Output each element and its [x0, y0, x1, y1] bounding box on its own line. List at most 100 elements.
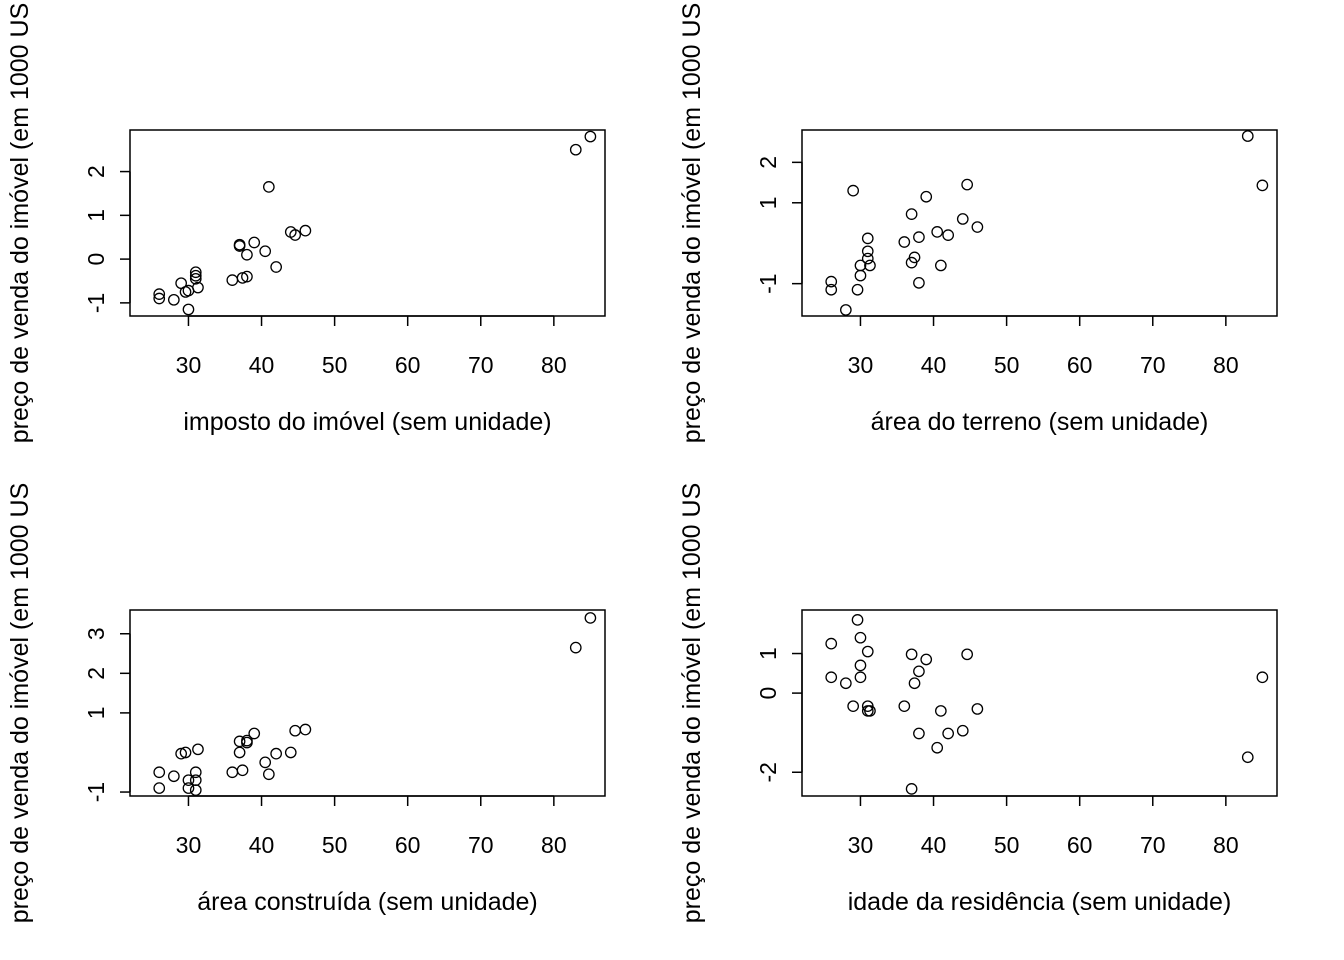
x-tick-label: 80: [541, 832, 567, 858]
data-point: [262, 181, 275, 193]
data-point: [854, 659, 867, 672]
data-point: [584, 130, 597, 143]
data-point: [851, 283, 864, 296]
data-point: [233, 735, 246, 748]
data-point: [839, 677, 852, 690]
scatter-panel-idade: 30 40 50 60 70 80 -2 0 1 idade da residência (sem…: [678, 483, 1278, 923]
data-point: [153, 288, 166, 300]
data-point: [289, 724, 302, 737]
data-point: [248, 236, 261, 249]
data-point: [961, 178, 974, 191]
data-point: [847, 700, 860, 713]
data-point: [233, 240, 246, 252]
x-tick-label: 80: [541, 352, 567, 378]
plot-frame: [801, 609, 1278, 797]
scatter-panel-terreno: 30 40 50 60 70 80 -1 1 2 área do terreno (sem uni…: [678, 3, 1278, 443]
x-tick-label: 30: [848, 832, 874, 858]
x-axis-title: área construída (sem unidade): [197, 888, 537, 916]
data-point: [931, 741, 944, 754]
x-tick-label: 30: [176, 352, 202, 378]
data-point: [270, 747, 283, 760]
data-point: [942, 229, 955, 241]
data-point: [189, 774, 202, 787]
data-point: [1241, 130, 1254, 142]
x-tick-label: 60: [395, 352, 421, 378]
data-point: [175, 747, 188, 760]
data-point: [825, 275, 838, 288]
y-tick-label: 1: [83, 706, 109, 719]
x-tick-label: 60: [1067, 352, 1093, 378]
data-point: [167, 293, 180, 306]
data-point: [569, 641, 582, 654]
data-point: [854, 631, 867, 644]
data-point: [1241, 751, 1254, 764]
x-tick-label: 60: [395, 832, 421, 858]
data-point: [913, 665, 925, 678]
y-tick-label: -1: [83, 782, 109, 802]
data-point: [913, 276, 925, 289]
data-point: [226, 274, 239, 286]
data-point: [905, 208, 918, 220]
data-point: [179, 746, 192, 759]
y-tick-label: 2: [755, 156, 781, 169]
x-tick-label: 50: [322, 832, 348, 858]
y-tick-label: -2: [755, 762, 781, 782]
x-tick-label: 70: [468, 352, 494, 378]
data-point: [226, 766, 239, 779]
data-point: [189, 784, 202, 796]
data-point: [153, 766, 166, 779]
data-point: [861, 252, 874, 265]
y-tick-label: 0: [83, 253, 109, 266]
x-tick-label: 40: [249, 352, 275, 378]
data-point: [167, 770, 180, 783]
data-point: [825, 637, 838, 650]
data-point: [942, 727, 955, 740]
plot-frame: [801, 129, 1278, 317]
data-point: [236, 764, 249, 777]
x-axis-title: idade da residência (sem unidade): [848, 888, 1232, 916]
data-point: [182, 774, 195, 787]
x-tick-label: 80: [1213, 832, 1239, 858]
data-point: [1256, 671, 1269, 684]
data-point: [241, 734, 253, 747]
y-tick-label: 1: [755, 196, 781, 209]
data-point: [864, 259, 876, 272]
x-tick-label: 70: [1140, 352, 1166, 378]
plot-frame: [129, 609, 606, 797]
data-point: [905, 648, 918, 661]
data-point: [233, 746, 246, 759]
x-tick-label: 40: [921, 832, 947, 858]
data-point: [854, 269, 867, 282]
x-tick-label: 30: [848, 352, 874, 378]
x-tick-label: 30: [176, 832, 202, 858]
y-tick-label: -1: [83, 293, 109, 313]
data-point: [259, 245, 272, 258]
data-point: [241, 248, 253, 261]
data-point: [971, 703, 984, 715]
data-point: [905, 783, 918, 795]
data-point: [569, 143, 582, 156]
data-point: [920, 190, 933, 203]
data-point: [861, 232, 874, 245]
data-point: [913, 231, 925, 244]
data-point: [299, 224, 312, 237]
y-tick-label: -1: [755, 273, 781, 293]
data-point: [934, 259, 947, 272]
data-point: [153, 782, 166, 794]
x-tick-label: 70: [1140, 832, 1166, 858]
data-point: [908, 251, 921, 264]
x-tick-label: 50: [322, 352, 348, 378]
data-point: [289, 229, 302, 241]
data-point: [898, 236, 911, 248]
x-axis-title: área do terreno (sem unidade): [871, 408, 1209, 436]
data-point: [931, 226, 944, 238]
data-point: [825, 671, 838, 684]
data-point: [284, 746, 297, 759]
data-point: [956, 213, 969, 225]
y-tick-label: 0: [755, 687, 781, 700]
plot-frame: [129, 129, 606, 317]
data-point: [956, 724, 969, 737]
data-point: [262, 768, 275, 781]
data-point: [259, 756, 272, 769]
data-point: [182, 303, 195, 316]
